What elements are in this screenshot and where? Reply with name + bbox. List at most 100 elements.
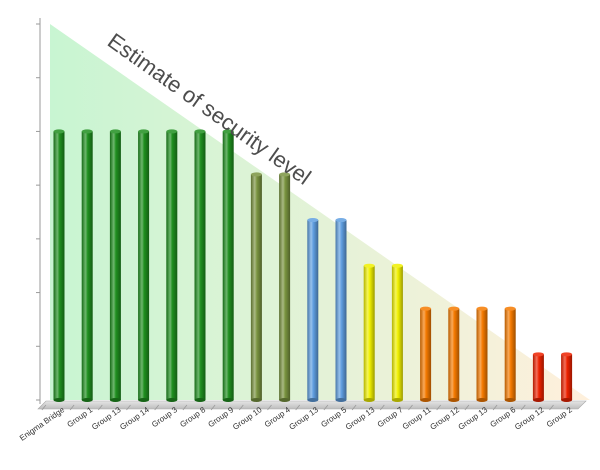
x-tick-mark [520,404,526,411]
bar [391,263,403,402]
bar-base [250,398,262,402]
x-tick-mark [436,404,442,411]
bar-cap [335,218,347,223]
bar-base [561,398,573,402]
x-tick-mark [295,404,301,411]
bar [335,218,347,402]
bar [53,129,65,402]
bar-cap [532,352,544,357]
bar-body [81,131,93,400]
bar-body [363,265,375,400]
bar-cap [561,352,573,357]
bar-base [222,398,234,402]
bar-base [279,398,291,402]
bar-base [194,398,206,402]
bar [476,306,488,402]
bar-base [420,398,432,402]
bar-base [504,398,516,402]
y-axis [36,18,41,404]
bar [250,172,262,402]
bar-body [335,220,347,400]
bar-body [53,131,65,400]
x-tick-mark [492,404,498,411]
bar-base [476,398,488,402]
x-tick-mark [267,404,272,411]
bar [194,129,206,402]
bar-cap [53,129,65,134]
bar-cap [138,129,150,134]
bar-base [138,398,150,402]
bar-cap [363,263,375,268]
bar-body [222,131,234,400]
bar-body [420,308,432,400]
x-tick-mark [41,404,47,411]
bar [109,129,121,402]
bar [561,352,573,402]
x-tick-label: Enigma Bridge [18,405,67,443]
bar-body [476,308,488,400]
bar-cap [250,172,262,177]
x-tick-mark [97,404,103,411]
x-tick-mark [549,404,554,411]
x-tick-mark [379,404,385,411]
plot-floor [37,400,587,410]
bar [307,218,319,402]
background-triangle [50,24,590,400]
bar-body [448,308,460,400]
bar-body [307,220,319,400]
x-tick-mark [351,404,357,411]
x-tick-mark [238,404,244,411]
bar-cap [222,129,234,134]
bar-base [532,398,544,402]
bar-cap [81,129,93,134]
bar-base [109,398,121,402]
bar-body [532,354,544,400]
bar-cap [194,129,206,134]
bar [363,263,375,402]
bar-body [279,174,291,400]
bar-body [504,308,516,400]
bar-cap [166,129,178,134]
bar-cap [109,129,121,134]
x-tick-mark [154,404,160,411]
bar [532,352,544,402]
bar [504,306,516,402]
x-tick-mark [464,404,470,411]
bar-body [250,174,262,400]
bar [138,129,150,402]
bar-body [138,131,150,400]
x-tick-mark [323,404,329,411]
bar-body [166,131,178,400]
bar [222,129,234,402]
bar-base [166,398,178,402]
bar [448,306,460,402]
y-axis-ticks [36,23,40,401]
bar-cap [279,172,291,177]
bar-body [391,265,403,400]
x-tick-mark [408,404,413,411]
bar-base [307,398,319,402]
bar-body [109,131,121,400]
bar-base [81,398,93,402]
bars-group [53,129,573,402]
x-tick-mark [210,404,216,411]
bar-cap [420,306,432,311]
bar-cap [307,218,319,223]
x-tick-mark [126,404,131,411]
bar-base [53,398,65,402]
bar-base [363,398,375,402]
bar-base [391,398,403,402]
bar-body [561,354,573,400]
bar-cap [504,306,516,311]
x-tick-mark [69,404,75,411]
bar-base [448,398,460,402]
x-tick-mark [182,404,188,411]
bar [166,129,178,402]
bar-cap [448,306,460,311]
bar-cap [476,306,488,311]
bar [279,172,291,402]
bar-base [335,398,347,402]
